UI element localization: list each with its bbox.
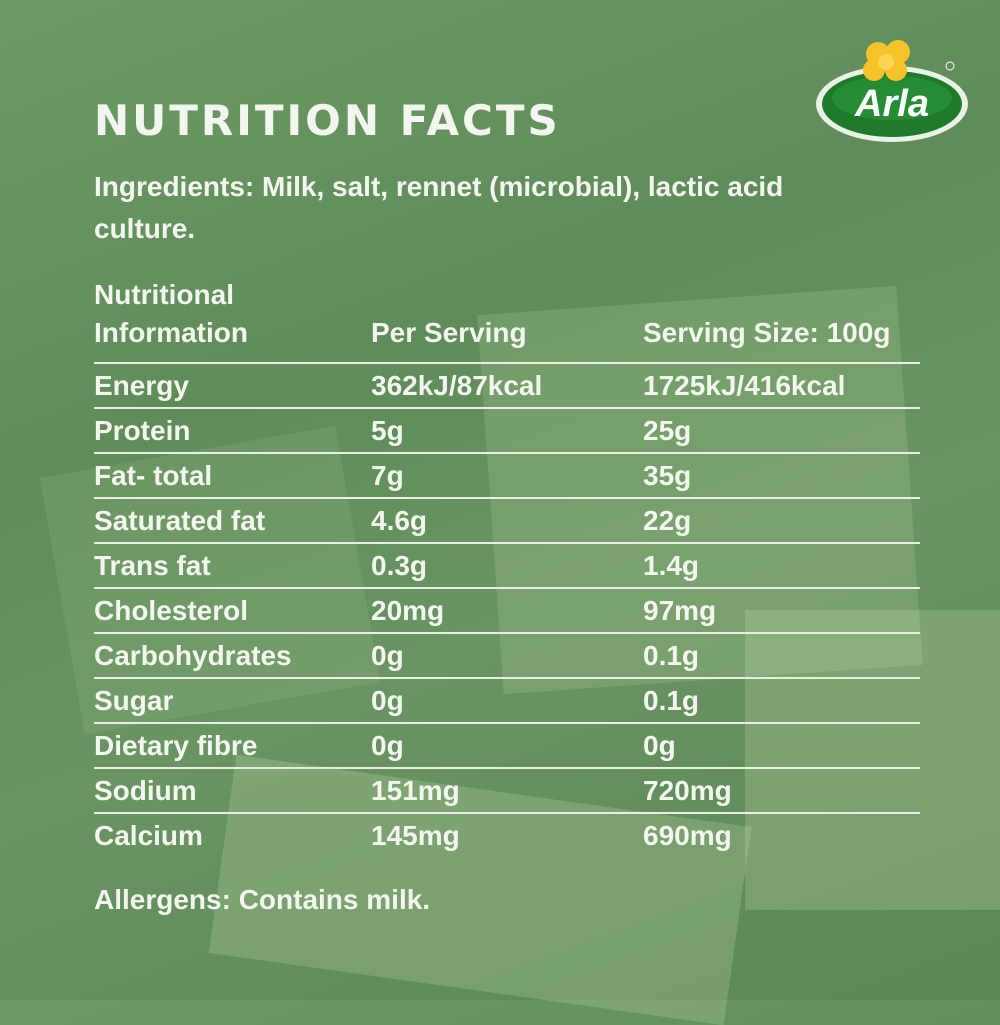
per-serving-value: 5g — [371, 408, 643, 454]
arla-logo: Arla — [816, 40, 968, 142]
nutrition-table: Nutritional Information Per Serving Servi… — [94, 276, 920, 857]
per-serving-value: 0.3g — [371, 543, 643, 589]
per-100g-value: 0.1g — [643, 678, 920, 724]
table-row: Fat- total 7g 35g — [94, 453, 920, 499]
table-row: Sugar 0g 0.1g — [94, 678, 920, 724]
table-row: Cholesterol 20mg 97mg — [94, 588, 920, 634]
per-100g-value: 720mg — [643, 768, 920, 814]
table-row: Sodium 151mg 720mg — [94, 768, 920, 814]
per-100g-value: 1725kJ/416kcal — [643, 363, 920, 409]
per-100g-value: 25g — [643, 408, 920, 454]
per-100g-value: 0g — [643, 723, 920, 769]
table-row: Calcium 145mg 690mg — [94, 813, 920, 857]
header-nutritional-information: Nutritional Information — [94, 276, 371, 364]
header-per-serving: Per Serving — [371, 276, 643, 364]
nutrient-name: Cholesterol — [94, 588, 371, 634]
per-serving-value: 151mg — [371, 768, 643, 814]
nutrient-name: Protein — [94, 408, 371, 454]
table-row: Protein 5g 25g — [94, 408, 920, 454]
ingredients-text: Ingredients: Milk, salt, rennet (microbi… — [94, 171, 784, 244]
nutrient-name: Sodium — [94, 768, 371, 814]
per-100g-value: 0.1g — [643, 633, 920, 679]
per-100g-value: 97mg — [643, 588, 920, 634]
per-serving-value: 20mg — [371, 588, 643, 634]
header-serving-size: Serving Size: 100g — [643, 276, 920, 364]
per-100g-value: 690mg — [643, 820, 732, 851]
nutrient-name: Calcium — [94, 820, 203, 851]
nutrient-name: Dietary fibre — [94, 723, 371, 769]
nutrient-name: Carbohydrates — [94, 633, 371, 679]
allergens-text: Allergens: Contains milk. — [94, 884, 431, 915]
nutrient-name: Trans fat — [94, 543, 371, 589]
per-serving-value: 145mg — [371, 820, 460, 851]
nutrient-name: Fat- total — [94, 453, 371, 499]
per-100g-value: 35g — [643, 453, 920, 499]
per-serving-value: 0g — [371, 678, 643, 724]
table-row: Energy 362kJ/87kcal 1725kJ/416kcal — [94, 363, 920, 409]
table-row: Carbohydrates 0g 0.1g — [94, 633, 920, 679]
per-serving-value: 362kJ/87kcal — [371, 363, 643, 409]
per-100g-value: 1.4g — [643, 543, 920, 589]
nutrient-name: Energy — [94, 363, 371, 409]
per-100g-value: 22g — [643, 498, 920, 544]
per-serving-value: 4.6g — [371, 498, 643, 544]
logo-text: Arla — [854, 83, 929, 125]
per-serving-value: 7g — [371, 453, 643, 499]
table-row: Trans fat 0.3g 1.4g — [94, 543, 920, 589]
nutrient-name: Sugar — [94, 678, 371, 724]
page-title: NUTRITION FACTS — [94, 96, 561, 145]
table-row: Dietary fibre 0g 0g — [94, 723, 920, 769]
table-row: Saturated fat 4.6g 22g — [94, 498, 920, 544]
table-header-row: Nutritional Information Per Serving Servi… — [94, 276, 920, 364]
per-serving-value: 0g — [371, 633, 643, 679]
per-serving-value: 0g — [371, 723, 643, 769]
nutrient-name: Saturated fat — [94, 498, 371, 544]
